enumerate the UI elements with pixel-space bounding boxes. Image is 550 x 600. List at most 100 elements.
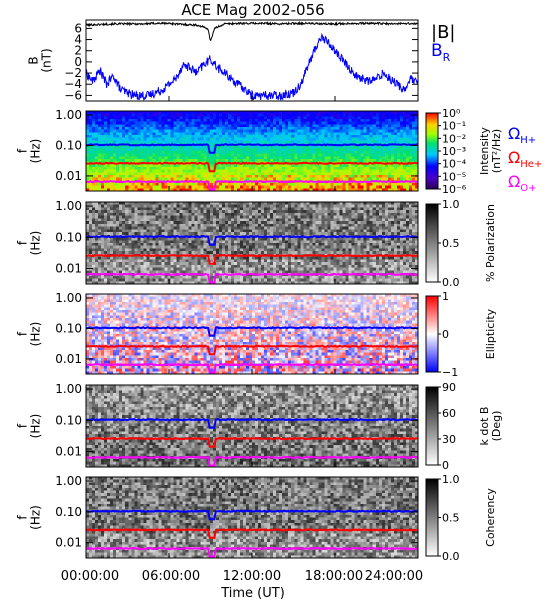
heatmap-cell (194, 183, 199, 187)
heatmap-cell (215, 223, 220, 227)
heatmap-cell (300, 237, 304, 241)
heatmap-cell (242, 119, 247, 123)
heatmap-cell (161, 210, 165, 214)
heatmap-cell (384, 113, 389, 117)
heatmap-cell (324, 135, 328, 139)
heatmap-cell (282, 167, 286, 171)
heatmap-cell (158, 229, 162, 233)
heatmap-cell (110, 215, 114, 219)
heatmap-cell (98, 145, 102, 149)
heatmap-cell (155, 215, 159, 219)
heatmap-cell (339, 210, 343, 214)
heatmap-cell (351, 159, 356, 163)
heatmap-cell (312, 218, 316, 222)
heatmap-cell (164, 153, 168, 157)
heatmap-cell (252, 202, 256, 206)
heatmap-cell (143, 204, 147, 208)
heatmap-cell (306, 237, 310, 241)
heatmap-cell (360, 169, 365, 173)
heatmap-cell (354, 167, 359, 171)
heatmap-cell (333, 167, 337, 171)
heatmap-cell (203, 145, 208, 149)
heatmap-cell (315, 132, 319, 136)
heatmap-cell (140, 212, 144, 217)
heatmap-cell (294, 218, 298, 222)
heatmap-cell (282, 172, 286, 176)
heatmap-cell (224, 172, 229, 176)
heatmap-cell (357, 140, 362, 144)
heatmap-cell (351, 119, 356, 123)
heatmap-cell (306, 210, 310, 214)
heatmap-cell (101, 124, 105, 128)
heatmap-cell (384, 119, 389, 123)
heatmap-cell (297, 113, 301, 117)
heatmap-cell (294, 175, 298, 179)
heatmap-cell (255, 148, 259, 152)
heatmap-cell (360, 153, 365, 157)
heatmap-cell (288, 119, 292, 123)
heatmap-cell (360, 148, 365, 152)
heatmap-cell (182, 207, 186, 211)
heatmap-cell (158, 240, 162, 244)
heatmap-cell (252, 164, 256, 168)
heatmap-cell (182, 237, 186, 241)
heatmap-cell (330, 145, 334, 149)
heatmap-cell (110, 169, 114, 173)
heatmap-cell (245, 148, 250, 152)
heatmap-cell (185, 116, 190, 120)
heatmap-cell (122, 237, 126, 241)
heatmap-cell (221, 132, 226, 136)
heatmap-cell (324, 111, 328, 115)
heatmap-cell (134, 164, 138, 168)
heatmap-cell (164, 204, 168, 208)
heatmap-cell (312, 226, 316, 230)
colorbar-tick-label: 10⁻³ (442, 145, 466, 158)
heatmap-cell (98, 127, 102, 131)
heatmap-cell (98, 113, 102, 117)
heatmap-cell (86, 185, 90, 189)
heatmap-cell (233, 119, 238, 123)
heatmap-cell (375, 156, 380, 160)
heatmap-cell (149, 140, 153, 144)
heatmap-cell (342, 151, 346, 155)
heatmap-cell (333, 221, 337, 225)
heatmap-cell (354, 229, 359, 233)
heatmap-cell (390, 188, 395, 192)
heatmap-cell (264, 137, 268, 141)
heatmap-cell (125, 153, 129, 157)
heatmap-cell (363, 221, 368, 225)
figure-title: ACE Mag 2002-056 (181, 1, 324, 19)
heatmap-cell (197, 121, 202, 125)
heatmap-cell (378, 113, 383, 117)
heatmap-cell (164, 113, 168, 117)
heatmap-cell (155, 164, 159, 168)
heatmap-cell (384, 229, 389, 233)
heatmap-cell (261, 129, 265, 133)
heatmap-cell (161, 137, 165, 141)
heatmap-cell (378, 218, 383, 222)
heatmap-cell (264, 164, 268, 168)
heatmap-cell (327, 177, 331, 181)
heatmap-cell (119, 119, 123, 123)
heatmap-cell (158, 212, 162, 217)
heatmap-cell (248, 188, 253, 192)
heatmap-cell (236, 215, 241, 219)
heatmap-cell (227, 229, 232, 233)
heatmap-cell (170, 127, 174, 131)
heatmap-cell (134, 204, 138, 208)
heatmap-cell (306, 188, 310, 192)
heatmap-cell (167, 229, 171, 233)
heatmap-cell (146, 204, 150, 208)
heatmap-cell (291, 132, 295, 136)
heatmap-cell (300, 145, 304, 149)
heatmap-cell (303, 229, 307, 233)
heatmap-cell (227, 185, 232, 189)
heatmap-cell (384, 137, 389, 141)
heatmap-cell (227, 132, 232, 136)
heatmap-cell (351, 156, 356, 160)
heatmap-cell (402, 172, 407, 176)
heatmap-cell (218, 127, 223, 131)
heatmap-cell (92, 129, 96, 133)
heatmap-cell (158, 124, 162, 128)
heatmap-cell (104, 221, 108, 225)
